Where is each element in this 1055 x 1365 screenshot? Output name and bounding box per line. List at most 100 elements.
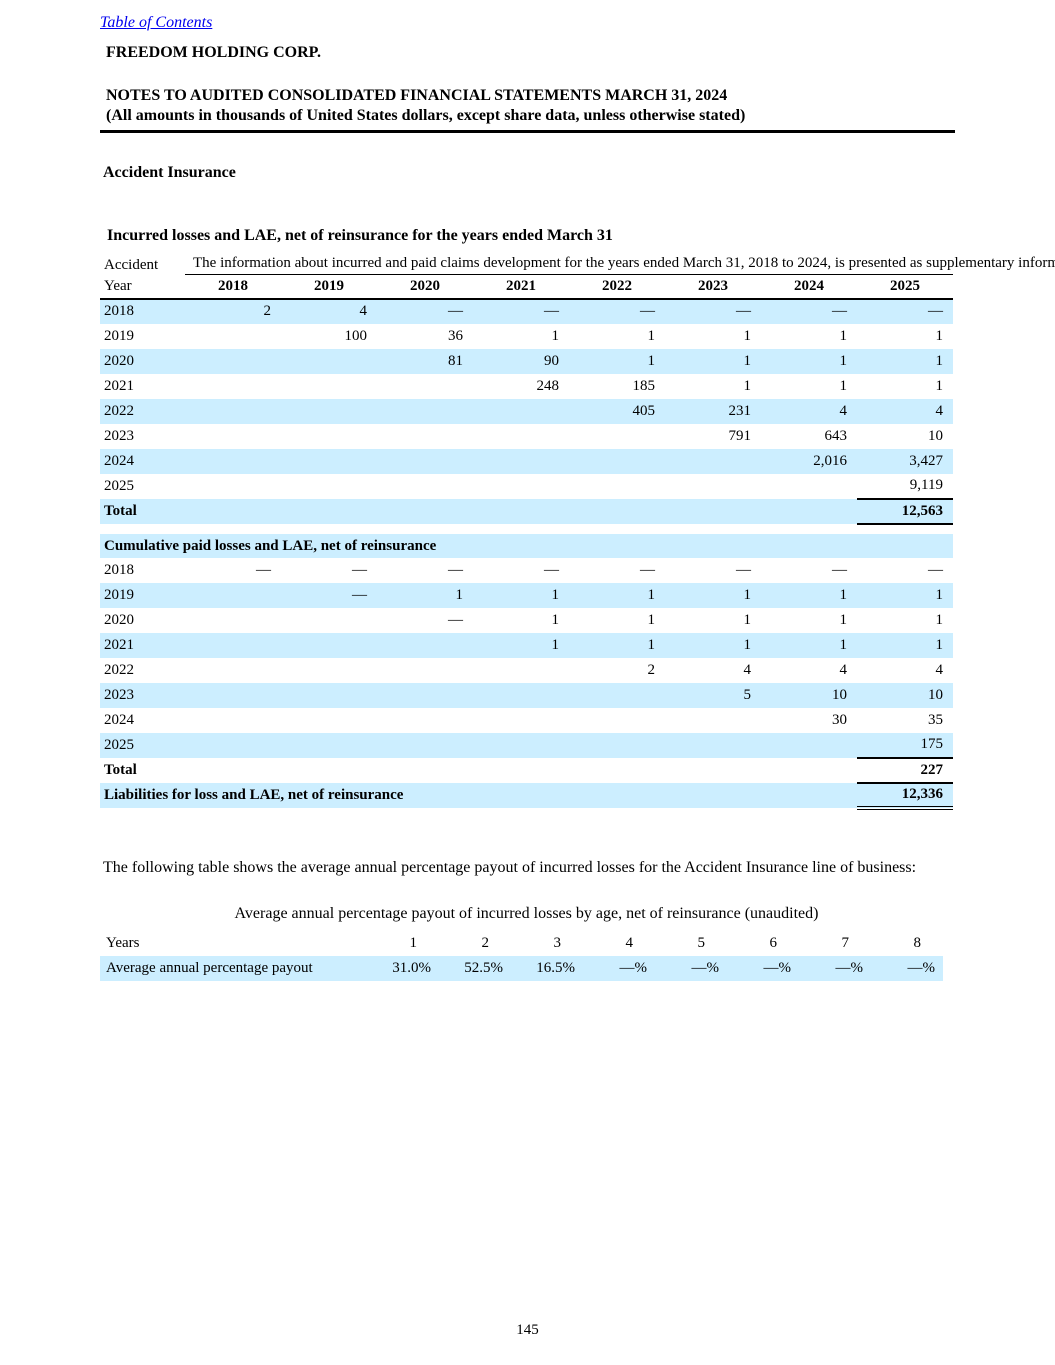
table-cell: 35 (928, 711, 943, 728)
table-cell: — (832, 561, 847, 578)
table-cell: 2 (481, 934, 490, 951)
table-cell (569, 448, 665, 474)
table-cell: 1 (647, 611, 656, 628)
table-cell: 1 (935, 611, 944, 628)
table-cell: 3,427 (857, 448, 953, 474)
column-header: 2021 (473, 274, 569, 300)
table-cell: 10 (761, 682, 857, 708)
table-cell: 90 (473, 348, 569, 374)
incurred-table-row: 2022 405 231 4 4 (100, 398, 953, 424)
table-cell (185, 682, 281, 708)
table-cell: — (665, 298, 761, 324)
table-cell: — (281, 582, 377, 608)
row-label: Years (106, 934, 140, 951)
table-cell (281, 632, 377, 658)
table-cell: 1 (569, 632, 665, 658)
payout-table-row: Average annual percentage payout 31.0% 52.… (100, 955, 943, 981)
payout-table-title: Average annual percentage payout of incu… (234, 904, 819, 922)
incurred-table-row: 2024 2,016 3,427 (100, 448, 953, 474)
table-cell: 12,336 (857, 782, 953, 810)
table-cell (665, 758, 761, 783)
column-header: 2019 (281, 274, 377, 300)
table-cell: 36 (448, 327, 463, 344)
row-label: 2018 (104, 561, 134, 578)
table-cell: 4 (625, 934, 634, 951)
table-cell: — (544, 561, 559, 578)
table-cell: 1 (743, 611, 752, 628)
table-cell: 1 (551, 327, 560, 344)
header-rule (100, 130, 955, 133)
cumulative-paid-table: 2018— — — — — — — —2019—1 1 1 1 1 1 2020—1 1 1 1 1 2021 1 1 1… (100, 558, 953, 810)
table-cell: 10 (857, 682, 953, 708)
table-cell: — (761, 298, 857, 324)
incurred-table-row: 2020 81 90 1 1 1 1 (100, 348, 953, 374)
table-cell (281, 398, 377, 424)
column-header: 2025 (857, 274, 953, 300)
table-cell (281, 474, 377, 499)
table-cell (473, 758, 569, 783)
incurred-table-row: 2025 9,119 (100, 473, 953, 500)
table-cell (761, 474, 857, 499)
table-of-contents-link[interactable]: Table of Contents (100, 14, 213, 31)
table-cell (377, 498, 473, 524)
row-label: Total (104, 761, 137, 778)
table-cell (473, 424, 569, 449)
table-cell: —% (655, 955, 727, 981)
table-cell (185, 608, 281, 633)
table-cell: 16.5% (511, 955, 583, 981)
table-cell: 4 (281, 298, 377, 324)
table-cell: 12,563 (857, 498, 953, 525)
section-heading-accident-insurance: Accident Insurance (103, 164, 236, 181)
table-cell: 1 (665, 348, 761, 374)
paid-table-row: 2021 1 1 1 1 1 (100, 632, 953, 658)
table-cell: 643 (824, 427, 848, 444)
table-note-row: Accident The information about incurred … (100, 252, 1055, 275)
table-cell: 1 (857, 632, 953, 658)
table-cell: 7 (841, 934, 850, 951)
table-cell: — (448, 561, 463, 578)
table-cell (185, 474, 281, 499)
table-cell (281, 708, 377, 733)
table-cell: —% (799, 955, 871, 981)
table-cell (185, 582, 281, 608)
table-cell: 4 (857, 398, 953, 424)
table-cell (473, 732, 569, 758)
year-label: Year (100, 274, 185, 300)
table-cell (185, 758, 281, 783)
incurred-table-row: 2019 100 36 1 1 1 1 1 (100, 324, 953, 349)
column-header: 2023 (665, 274, 761, 300)
table-cell: 1 (857, 348, 953, 374)
table-cell (185, 658, 281, 683)
row-label: 2020 (100, 348, 185, 374)
table-cell (281, 658, 377, 683)
table-cell: 791 (728, 427, 752, 444)
row-label: 2023 (100, 682, 185, 708)
table-cell: 1 (743, 327, 752, 344)
incurred-table-row: 2018 2 4— — — — — — (100, 298, 953, 324)
table-cell: 3 (553, 934, 562, 951)
table-cell (473, 708, 569, 733)
table-cell: 5 (697, 934, 706, 951)
paid-table-row: 2019—1 1 1 1 1 1 (100, 582, 953, 608)
table-cell: — (857, 298, 953, 324)
table-cell: 1 (409, 934, 418, 951)
table-cell: 9,119 (857, 473, 953, 500)
payout-table: Years 1 2 3 4 5 6 7 8 Average annual percentage p… (100, 931, 943, 981)
table-cell: — (256, 561, 271, 578)
table-cell: 1 (935, 327, 944, 344)
incurred-table-row: 2023 791 643 10 (100, 424, 953, 449)
table-cell (665, 732, 761, 758)
paid-table-row: 2022 2 4 4 4 (100, 658, 953, 683)
table-cell (377, 732, 473, 758)
table-cell (185, 374, 281, 399)
payout-table-row: Years 1 2 3 4 5 6 7 8 (100, 931, 943, 956)
table-cell (185, 348, 281, 374)
incurred-table-heading: Incurred losses and LAE, net of reinsura… (107, 227, 613, 244)
corner-label: Accident (104, 257, 159, 273)
table-cell: 5 (665, 682, 761, 708)
paid-table-row: 2020 — 1 1 1 1 1 (100, 608, 953, 633)
table-cell: 6 (769, 934, 778, 951)
table-cell (569, 682, 665, 708)
paid-table-row: 2018 — — — — — — — — (100, 558, 953, 583)
